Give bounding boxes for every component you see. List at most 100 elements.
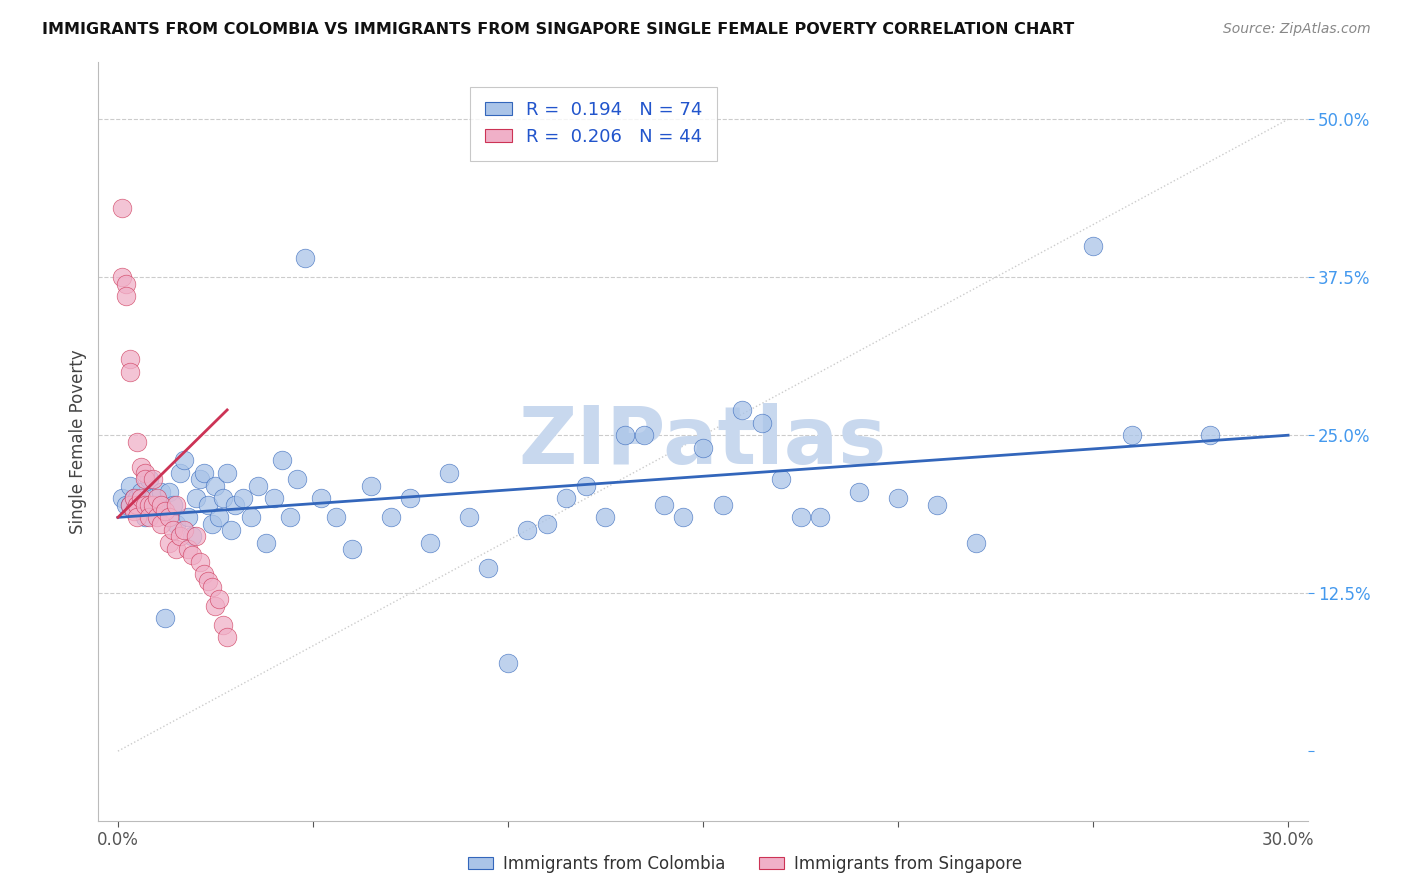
Point bbox=[138, 473, 160, 487]
Point bbox=[118, 352, 141, 367]
Point bbox=[173, 523, 195, 537]
Point bbox=[122, 504, 145, 518]
Point bbox=[652, 498, 675, 512]
Point bbox=[232, 491, 254, 506]
Point bbox=[169, 529, 191, 543]
Point bbox=[134, 498, 156, 512]
Point bbox=[149, 516, 172, 531]
Point bbox=[672, 510, 695, 524]
Point bbox=[149, 485, 172, 500]
Point bbox=[595, 510, 617, 524]
Point bbox=[118, 498, 141, 512]
Point bbox=[162, 498, 184, 512]
Point bbox=[197, 574, 219, 588]
Point bbox=[536, 516, 558, 531]
Point bbox=[127, 510, 149, 524]
Point bbox=[146, 498, 169, 512]
Point bbox=[197, 498, 219, 512]
Point bbox=[439, 466, 461, 480]
Point bbox=[496, 656, 519, 670]
Point bbox=[114, 289, 136, 303]
Point bbox=[217, 466, 239, 480]
Y-axis label: Single Female Poverty: Single Female Poverty bbox=[69, 350, 87, 533]
Point bbox=[127, 491, 149, 506]
Point bbox=[114, 277, 136, 291]
Point bbox=[118, 479, 141, 493]
Point bbox=[399, 491, 422, 506]
Point bbox=[165, 516, 187, 531]
Point bbox=[162, 523, 184, 537]
Point bbox=[516, 523, 538, 537]
Point bbox=[184, 529, 207, 543]
Point bbox=[146, 491, 169, 506]
Point bbox=[142, 491, 165, 506]
Point bbox=[111, 491, 134, 506]
Point bbox=[325, 510, 347, 524]
Point bbox=[138, 498, 160, 512]
Point bbox=[208, 592, 231, 607]
Point bbox=[157, 510, 180, 524]
Point bbox=[614, 428, 637, 442]
Point bbox=[294, 252, 316, 266]
Point bbox=[555, 491, 578, 506]
Point bbox=[200, 580, 222, 594]
Point bbox=[360, 479, 382, 493]
Point bbox=[157, 535, 180, 549]
Point bbox=[789, 510, 811, 524]
Point bbox=[219, 523, 242, 537]
Point bbox=[122, 491, 145, 506]
Point bbox=[181, 548, 204, 563]
Point bbox=[887, 491, 910, 506]
Point bbox=[965, 535, 987, 549]
Point bbox=[127, 498, 149, 512]
Point bbox=[118, 498, 141, 512]
Point bbox=[925, 498, 948, 512]
Point bbox=[769, 473, 792, 487]
Point bbox=[224, 498, 246, 512]
Point bbox=[848, 485, 870, 500]
Point bbox=[177, 510, 200, 524]
Point bbox=[181, 529, 204, 543]
Point bbox=[134, 510, 156, 524]
Point bbox=[633, 428, 655, 442]
Legend: R =  0.194   N = 74, R =  0.206   N = 44: R = 0.194 N = 74, R = 0.206 N = 44 bbox=[470, 87, 717, 161]
Point bbox=[1199, 428, 1222, 442]
Point bbox=[188, 555, 211, 569]
Text: ZIPatlas: ZIPatlas bbox=[519, 402, 887, 481]
Point bbox=[165, 541, 187, 556]
Point bbox=[146, 510, 169, 524]
Point bbox=[692, 441, 714, 455]
Point bbox=[200, 516, 222, 531]
Point bbox=[153, 611, 176, 625]
Legend: Immigrants from Colombia, Immigrants from Singapore: Immigrants from Colombia, Immigrants fro… bbox=[461, 848, 1029, 880]
Point bbox=[1081, 238, 1104, 252]
Point bbox=[193, 466, 215, 480]
Point bbox=[239, 510, 262, 524]
Point bbox=[149, 498, 172, 512]
Point bbox=[278, 510, 301, 524]
Point bbox=[169, 466, 191, 480]
Point bbox=[270, 453, 292, 467]
Point bbox=[188, 473, 211, 487]
Point bbox=[111, 201, 134, 215]
Point bbox=[1121, 428, 1143, 442]
Point bbox=[285, 473, 308, 487]
Point bbox=[340, 541, 363, 556]
Point bbox=[153, 504, 176, 518]
Point bbox=[204, 599, 226, 613]
Point bbox=[263, 491, 285, 506]
Point bbox=[254, 535, 277, 549]
Point bbox=[204, 479, 226, 493]
Point bbox=[247, 479, 270, 493]
Point bbox=[134, 473, 156, 487]
Point bbox=[751, 416, 773, 430]
Point bbox=[208, 510, 231, 524]
Point bbox=[173, 453, 195, 467]
Point bbox=[131, 491, 153, 506]
Point bbox=[217, 631, 239, 645]
Point bbox=[114, 498, 136, 512]
Point bbox=[122, 491, 145, 506]
Point bbox=[212, 617, 235, 632]
Point bbox=[118, 365, 141, 379]
Point bbox=[731, 403, 754, 417]
